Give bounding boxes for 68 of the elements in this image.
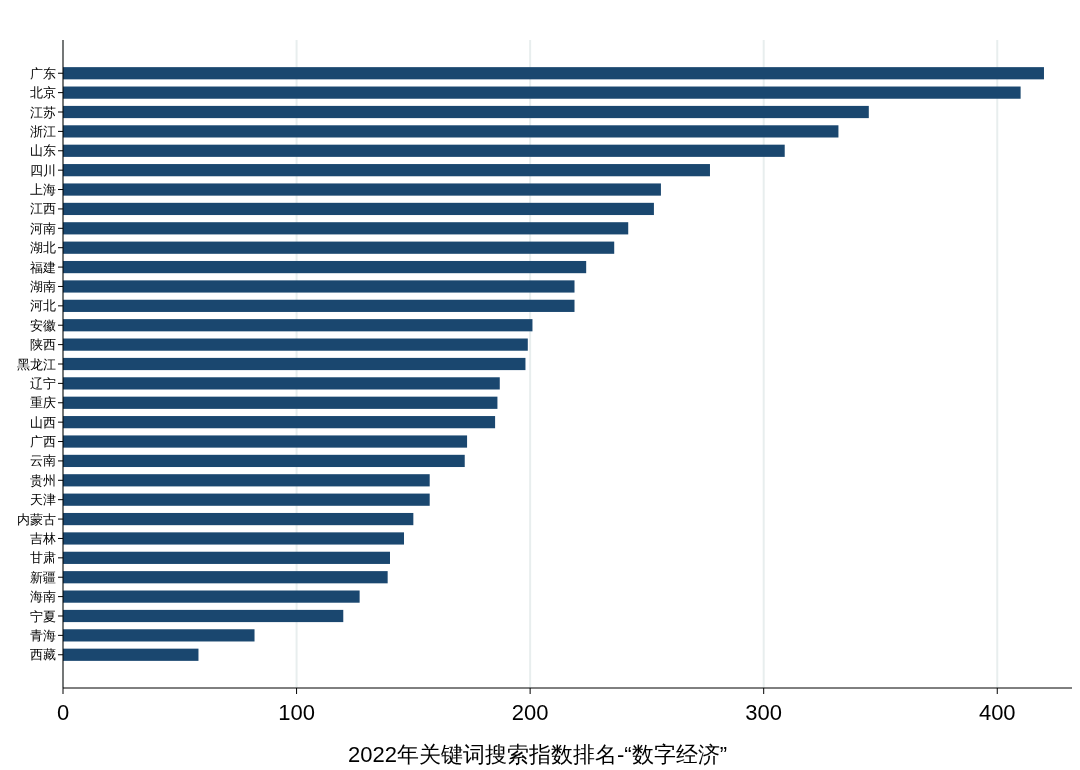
- y-tick-label: 吉林: [30, 531, 56, 546]
- x-tick-label: 0: [56, 700, 70, 725]
- y-tick-label: 甘肃: [30, 550, 56, 566]
- y-tick-label: 海南: [30, 589, 56, 605]
- y-tick-label: 河北: [30, 298, 56, 314]
- y-tick-label: 山西: [30, 414, 56, 430]
- y-tick-label: 贵州: [30, 472, 56, 488]
- bar: [63, 299, 575, 312]
- bar: [63, 416, 496, 429]
- bar: [63, 474, 430, 487]
- bar: [63, 338, 528, 351]
- bar: [63, 164, 710, 177]
- y-tick-label: 江西: [30, 201, 56, 217]
- y-tick-label: 江苏: [30, 104, 56, 120]
- bar: [63, 86, 1021, 99]
- bar: [63, 512, 414, 526]
- y-tick-label: 云南: [30, 453, 56, 469]
- bar: [63, 183, 661, 196]
- bar: [63, 280, 575, 293]
- y-tick-label: 湖北: [30, 240, 56, 256]
- x-tick-label: 400: [978, 700, 1016, 725]
- y-tick-label: 陕西: [30, 337, 56, 353]
- y-tick-label: 黑龙江: [17, 356, 56, 372]
- bar: [63, 125, 839, 138]
- bar: [63, 105, 869, 119]
- y-tick-label: 天津: [30, 492, 56, 508]
- bar: [63, 571, 388, 584]
- bar: [63, 241, 615, 254]
- bar: [63, 202, 654, 216]
- bar: [63, 609, 344, 623]
- bar: [63, 648, 199, 661]
- bar: [63, 454, 465, 468]
- y-tick-label: 西藏: [30, 647, 56, 663]
- y-tick-label: 青海: [30, 627, 56, 643]
- bar: [63, 396, 498, 409]
- bar: [63, 144, 785, 157]
- bar: [63, 532, 405, 545]
- x-tick-label: 100: [278, 700, 315, 725]
- x-tick-label: 200: [511, 700, 549, 725]
- bar: [63, 357, 526, 371]
- x-tick-label: 300: [745, 700, 783, 725]
- bar: [63, 222, 629, 235]
- bar: [63, 493, 430, 506]
- y-tick-label: 广东: [30, 65, 56, 81]
- y-tick-label: 四川: [30, 162, 56, 178]
- bar: [63, 551, 390, 564]
- y-tick-label: 安徽: [30, 317, 56, 333]
- y-tick-label: 福建: [30, 259, 56, 275]
- y-tick-label: 新疆: [30, 569, 56, 585]
- y-tick-label: 重庆: [30, 395, 56, 411]
- bar: [63, 260, 587, 274]
- bar: [63, 435, 468, 448]
- y-tick-label: 内蒙古: [17, 511, 56, 527]
- y-tick-label: 河南: [30, 220, 56, 236]
- y-tick-label: 山东: [30, 143, 56, 159]
- y-tick-label: 辽宁: [30, 375, 56, 391]
- bar: [63, 590, 360, 603]
- y-tick-label: 宁夏: [30, 608, 56, 624]
- y-tick-label: 浙江: [30, 123, 56, 139]
- bar: [63, 319, 533, 332]
- x-axis-title: 2022年关键词搜索指数排名-“数字经济”: [348, 742, 727, 767]
- bar: [63, 377, 500, 390]
- bar: [63, 629, 255, 642]
- y-tick-label: 广西: [30, 434, 56, 450]
- y-tick-label: 上海: [30, 182, 56, 198]
- y-tick-label: 北京: [30, 85, 56, 101]
- bar: [63, 67, 1044, 80]
- y-tick-label: 湖南: [30, 279, 56, 295]
